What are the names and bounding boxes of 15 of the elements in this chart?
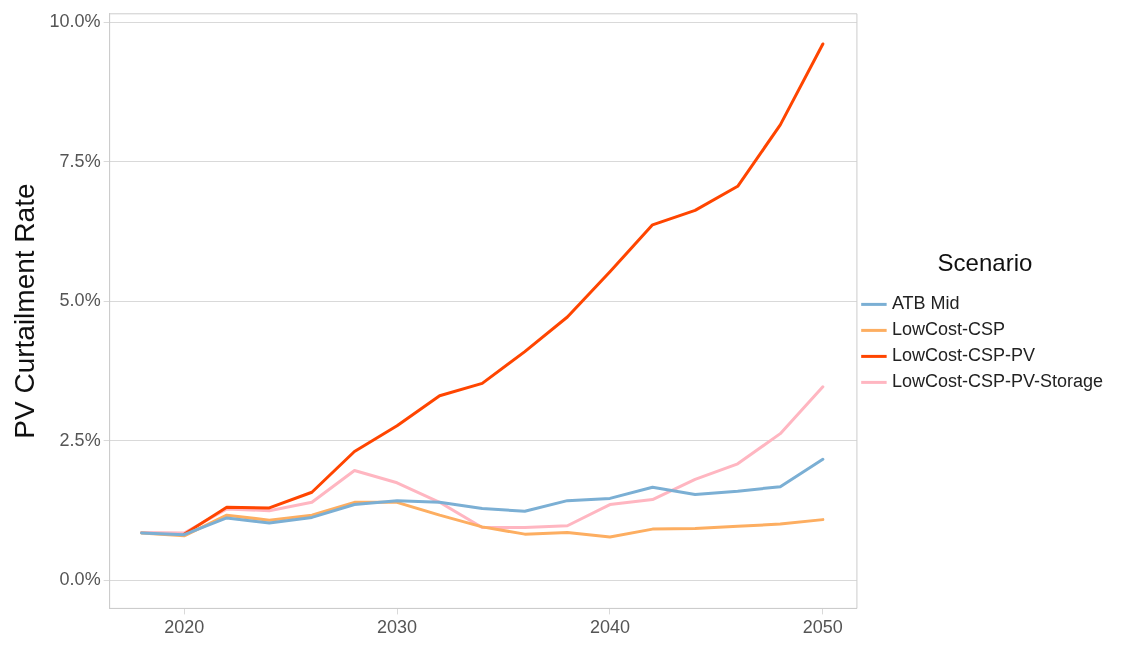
y-tick-label: 0.0% <box>59 569 101 590</box>
legend-label: ATB Mid <box>891 293 960 314</box>
y-axis-title: PV Curtailment Rate <box>8 183 40 439</box>
x-tick-label: 2050 <box>802 617 843 638</box>
legend-label: LowCost-CSP <box>891 319 1005 340</box>
x-tick-label: 2020 <box>164 617 205 638</box>
legend-label: LowCost-CSP-PV-Storage <box>891 371 1104 392</box>
y-tick-label: 10.0% <box>49 11 101 32</box>
y-tick-label: 2.5% <box>59 429 101 450</box>
x-tick-label: 2040 <box>589 617 630 638</box>
x-tick-label: 2030 <box>377 617 418 638</box>
y-tick-label: 7.5% <box>59 150 101 171</box>
legend-title: Scenario <box>937 249 1033 277</box>
legend-label: LowCost-CSP-PV <box>891 345 1035 366</box>
y-tick-label: 5.0% <box>59 290 101 311</box>
